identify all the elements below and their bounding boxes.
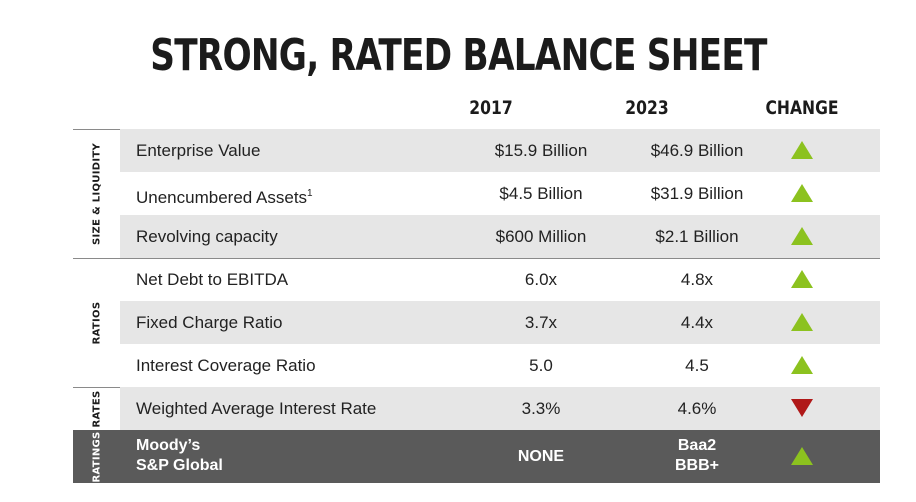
down-arrow-icon: [791, 399, 813, 417]
row-label: Interest Coverage Ratio: [136, 356, 316, 375]
table-row: Net Debt to EBITDA 6.0x 4.8x: [120, 258, 880, 301]
divider: [73, 258, 880, 259]
up-arrow-icon: [791, 141, 813, 159]
up-arrow-icon: [791, 447, 813, 465]
row-label: Net Debt to EBITDA: [136, 270, 289, 289]
column-header-change: CHANGE: [765, 97, 839, 119]
column-header-2023: 2023: [625, 97, 669, 119]
value-2023: 4.5: [685, 356, 709, 375]
rating-moodys-2023: Baa2: [677, 437, 717, 454]
value-2017: 3.3%: [521, 399, 561, 418]
rating-2017: NONE: [517, 448, 565, 465]
table-row: Revolving capacity $600 Million $2.1 Bil…: [120, 215, 880, 258]
value-2017: 6.0x: [524, 270, 558, 289]
rating-sp-2023: BBB+: [674, 457, 719, 474]
group-size-liquidity: SIZE & LIQUIDITY: [73, 129, 120, 258]
page-title: STRONG, RATED BALANCE SHEET: [150, 30, 767, 81]
value-2023: $46.9 Billion: [650, 141, 744, 160]
table-row: Weighted Average Interest Rate 3.3% 4.6%: [120, 387, 880, 430]
up-arrow-icon: [791, 356, 813, 374]
row-label: Enterprise Value: [136, 141, 261, 160]
value-2023: 4.6%: [677, 399, 717, 418]
group-ratings: RATINGS: [73, 430, 120, 483]
row-label: Fixed Charge Ratio: [136, 313, 283, 332]
table-row: Unencumbered Assets1 $4.5 Billion $31.9 …: [120, 172, 880, 215]
footnote-marker: 1: [307, 188, 313, 199]
value-2023: 4.4x: [680, 313, 714, 332]
value-2023: $2.1 Billion: [655, 227, 739, 246]
row-label: Weighted Average Interest Rate: [136, 399, 377, 418]
table-row: Enterprise Value $15.9 Billion $46.9 Bil…: [120, 129, 880, 172]
group-label: RATINGS: [91, 430, 102, 483]
row-label: Revolving capacity: [136, 227, 278, 246]
value-2017: $4.5 Billion: [499, 184, 583, 203]
value-2023: $31.9 Billion: [650, 184, 744, 203]
row-label: Unencumbered Assets1: [136, 188, 313, 207]
group-rates: RATES: [73, 387, 120, 430]
value-2017: 5.0: [529, 356, 553, 375]
up-arrow-icon: [791, 270, 813, 288]
column-header-2017: 2017: [469, 97, 513, 119]
group-label: SIZE & LIQUIDITY: [91, 142, 102, 245]
up-arrow-icon: [791, 227, 813, 245]
ratings-row: RATINGS Moody’s S&P Global NONE Baa2 BBB…: [73, 430, 880, 483]
agency-moodys: Moody’s: [136, 437, 201, 454]
rating-2023: Baa2 BBB+: [602, 436, 792, 476]
value-2023: 4.8x: [680, 270, 714, 289]
value-2017: $15.9 Billion: [494, 141, 588, 160]
group-label: RATES: [91, 389, 102, 428]
up-arrow-icon: [791, 184, 813, 202]
group-label: RATIOS: [91, 301, 102, 344]
rating-agencies: Moody’s S&P Global: [136, 436, 223, 476]
table-row: Fixed Charge Ratio 3.7x 4.4x: [120, 301, 880, 344]
group-ratios: RATIOS: [73, 258, 120, 387]
up-arrow-icon: [791, 313, 813, 331]
value-2017: $600 Million: [495, 227, 587, 246]
agency-sp-global: S&P Global: [136, 457, 223, 474]
value-2017: 3.7x: [524, 313, 558, 332]
table-row: Interest Coverage Ratio 5.0 4.5: [120, 344, 880, 387]
